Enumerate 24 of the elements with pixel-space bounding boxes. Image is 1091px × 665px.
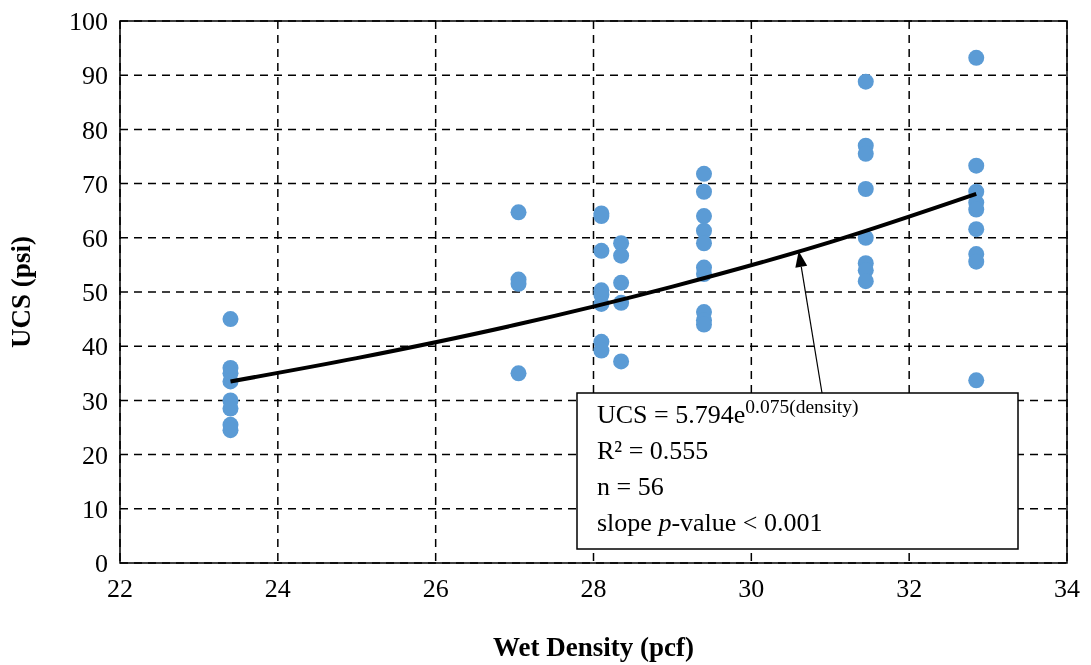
y-tick-label: 0 xyxy=(95,549,108,579)
x-tick-label: 22 xyxy=(107,574,133,603)
x-axis-title: Wet Density (pcf) xyxy=(493,632,694,662)
y-axis-title: UCS (psi) xyxy=(6,236,36,348)
y-tick-label: 70 xyxy=(82,169,108,199)
y-tick-label: 30 xyxy=(82,386,108,416)
annotation: R² = 0.555 xyxy=(597,436,709,465)
y-tick-label: 60 xyxy=(82,223,108,253)
annotation: slope p-value < 0.001 xyxy=(597,508,823,537)
y-tick-label: 50 xyxy=(82,278,108,308)
x-tick-label: 32 xyxy=(896,574,923,603)
y-tick-label: 40 xyxy=(82,332,108,362)
y-tick-label: 20 xyxy=(82,440,108,470)
y-tick-label: 90 xyxy=(82,61,108,91)
x-tick-label: 30 xyxy=(738,574,765,603)
annotation: UCS = 5.794e$^{0.075(density)}$ xyxy=(597,395,859,429)
y-tick-label: 100 xyxy=(69,7,108,37)
y-tick-label: 80 xyxy=(82,115,108,145)
x-tick-label: 26 xyxy=(422,574,449,603)
x-tick-label: 34 xyxy=(1054,574,1080,603)
y-tick-label: 10 xyxy=(82,494,108,524)
x-tick-label: 24 xyxy=(264,574,291,603)
x-tick-label: 28 xyxy=(580,574,607,603)
annotation: n = 56 xyxy=(597,472,664,501)
